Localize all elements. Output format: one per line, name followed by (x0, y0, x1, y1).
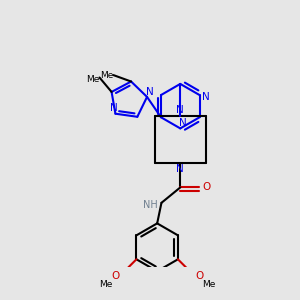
Text: O: O (111, 271, 119, 281)
Text: N: N (202, 92, 209, 102)
Text: O: O (203, 182, 211, 192)
Text: N: N (176, 164, 184, 175)
Text: O: O (195, 271, 203, 281)
Text: Me: Me (99, 280, 112, 290)
Text: N: N (110, 103, 118, 113)
Text: Me: Me (86, 75, 99, 84)
Text: Me: Me (202, 280, 215, 290)
Text: N: N (179, 118, 187, 128)
Text: Me: Me (100, 71, 113, 80)
Text: NH: NH (143, 200, 158, 209)
Text: N: N (146, 87, 154, 97)
Text: N: N (176, 105, 184, 115)
